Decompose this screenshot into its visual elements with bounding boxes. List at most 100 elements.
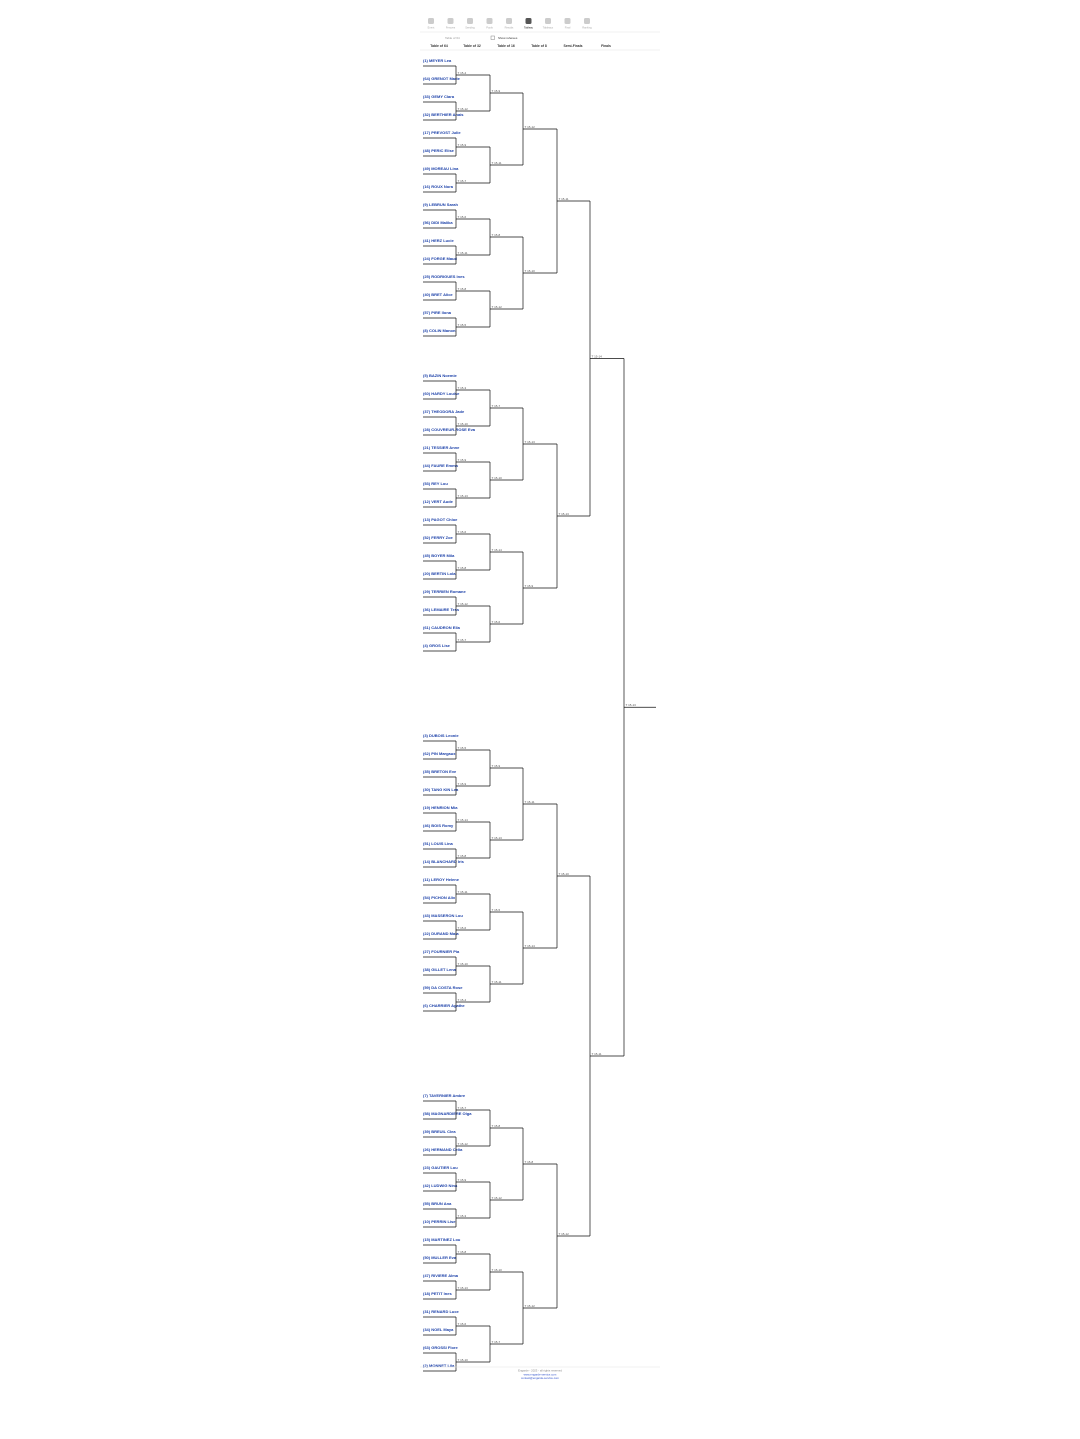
fencer[interactable]: (34) NOEL Maya (423, 1327, 454, 1332)
bout-result: T 15-8 (458, 1250, 467, 1254)
nav-icon[interactable] (506, 18, 512, 24)
bout-result: T 15-4 (458, 998, 467, 1002)
fencer[interactable]: (13) PAGOT Chloe (423, 517, 458, 522)
column-header: Table of 32 (463, 44, 481, 48)
fencer[interactable]: (43) MASSERON Lou (423, 913, 463, 918)
fencer[interactable]: (58) MAGNARDIERE Olga (423, 1111, 472, 1116)
nav-label[interactable]: Results (505, 26, 514, 30)
fencer[interactable]: (17) PREVOST Julie (423, 130, 461, 135)
fencer[interactable]: (35) BRETON Eve (423, 769, 457, 774)
fencer[interactable]: (45) BOYER Mila (423, 553, 455, 558)
bout-result: T 15-8 (458, 854, 467, 858)
nav-icon[interactable] (564, 18, 571, 24)
fencer[interactable]: (64) GRENOT Marie (423, 76, 461, 81)
fencer[interactable]: (42) LUDWIG Nina (423, 1183, 458, 1188)
nav-icon[interactable] (428, 18, 434, 24)
fencer[interactable]: (1) MEYER Lea (423, 58, 452, 63)
fencer[interactable]: (29) TERRIEN Romane (423, 589, 466, 594)
nav-label[interactable]: Final (565, 26, 571, 30)
select[interactable]: Table of 64 (445, 36, 460, 40)
fencer[interactable]: (31) RENARD Luce (423, 1309, 460, 1314)
fencer[interactable]: (11) LEROY Helene (423, 877, 460, 882)
nav-label[interactable]: Fencers (446, 26, 456, 30)
fencer[interactable]: (14) BLANCHARD Iris (423, 859, 465, 864)
fencer[interactable]: (27) FOURNIER Pia (423, 949, 460, 954)
nav-label[interactable]: Pools (486, 26, 493, 30)
fencer[interactable]: (59) DA COSTA Rose (423, 985, 463, 990)
nav-icon[interactable] (584, 18, 590, 24)
fencer[interactable]: (50) MULLER Eva (423, 1255, 457, 1260)
fencer[interactable]: (44) FAURE Emma (423, 463, 459, 468)
fencer[interactable]: (48) PERIC Elise (423, 148, 455, 153)
fencer[interactable]: (32) BERTHIER Anais (423, 112, 464, 117)
bout-result: T 15-10 (492, 1268, 503, 1272)
fencer[interactable]: (51) LOUIS Lina (423, 841, 454, 846)
fencer[interactable]: (53) REY Lou (423, 481, 448, 486)
bout-result: T 15-11 (592, 1052, 602, 1056)
fencer[interactable]: (56) DIDI Malika (423, 220, 453, 225)
footer-line[interactable]: contact@engarde-service.com (521, 1376, 560, 1380)
fencer[interactable]: (20) BERTIN Lola (423, 571, 456, 576)
fencer[interactable]: (55) BRUN Ana (423, 1201, 452, 1206)
fencer[interactable]: (26) HERMAND Celia (423, 1147, 463, 1152)
nav-icon[interactable] (545, 18, 551, 24)
fencer[interactable]: (46) BOIS Romy (423, 823, 454, 828)
fencer[interactable]: (38) GILLET Lena (423, 967, 457, 972)
fencer[interactable]: (4) GROS Lise (423, 643, 451, 648)
fencer[interactable]: (15) MARTINEZ Lou (423, 1237, 461, 1242)
footer-line[interactable]: www.engarde-service.com (524, 1372, 557, 1376)
fencer[interactable]: (39) BREUIL Clea (423, 1129, 456, 1134)
fencer[interactable]: (62) PIN Margaux (423, 751, 456, 756)
nav-label[interactable]: Ranking (582, 26, 592, 30)
bout-result: T 15-9 (458, 1178, 467, 1182)
fencer[interactable]: (9) LEBRUN Sarah (423, 202, 458, 207)
fencer[interactable]: (23) GAUTIER Lou (423, 1165, 458, 1170)
fencer[interactable]: (54) PICHON Alix (423, 895, 456, 900)
fencer[interactable]: (24) FORGE Maud (423, 256, 458, 261)
fencer[interactable]: (33) GEMY Clara (423, 94, 455, 99)
bout-result: T 15-12 (559, 1232, 570, 1236)
fencer[interactable]: (16) ROUX Nora (423, 184, 454, 189)
fencer[interactable]: (30) TANG KIN Lea (423, 787, 459, 792)
nav-label[interactable]: Tableaux (543, 26, 554, 30)
fencer[interactable]: (37) THEODORA Jade (423, 409, 465, 414)
nav-icon[interactable] (447, 18, 454, 24)
nav-icon[interactable] (486, 18, 493, 24)
fencer[interactable]: (52) FERRY Zoe (423, 535, 454, 540)
bout-result: T 15-10 (458, 1358, 469, 1362)
nav-label[interactable]: Event (428, 26, 435, 30)
fencer[interactable]: (57) PIRE Ilona (423, 310, 452, 315)
fencer[interactable]: (12) VERT Aude (423, 499, 454, 504)
fencer[interactable]: (60) HARDY Louise (423, 391, 460, 396)
fencer[interactable]: (61) CAUDRON Ella (423, 625, 461, 630)
fencer[interactable]: (63) GROSSI Flore (423, 1345, 458, 1350)
nav-icon[interactable] (467, 18, 473, 24)
fencer[interactable]: (28) COUVREUR-ROSE Eva (423, 427, 476, 432)
bout-result: T 15-12 (525, 125, 536, 129)
fencer[interactable]: (47) RIVIERE Alma (423, 1273, 459, 1278)
fencer[interactable]: (22) DURAND Maia (423, 931, 459, 936)
bout-result: T 15-14 (592, 354, 603, 358)
fencer[interactable]: (8) COLIN Manon (423, 328, 456, 333)
fencer[interactable]: (36) LEMAIRE Tess (423, 607, 460, 612)
fencer[interactable]: (7) TAVERNIER Ambre (423, 1093, 466, 1098)
nav-label[interactable]: Tableau (524, 26, 534, 30)
fencer[interactable]: (49) MOREAU Lina (423, 166, 459, 171)
fencer[interactable]: (40) BRET Alice (423, 292, 453, 297)
fencer[interactable]: (2) MONNET Lila (423, 1363, 455, 1368)
bout-result: T 15-14 (525, 944, 536, 948)
fencer[interactable]: (21) TESSIER Anne (423, 445, 460, 450)
fencer[interactable]: (19) HENRION Mia (423, 805, 458, 810)
fencer[interactable]: (41) HERZ Lucie (423, 238, 454, 243)
nav-icon[interactable] (525, 18, 532, 24)
nav-label[interactable]: Seeding (465, 26, 475, 30)
fencer[interactable]: (25) RODRIGUES Ines (423, 274, 465, 279)
fencer[interactable]: (10) PERRIN Lise (423, 1219, 456, 1224)
fencer[interactable]: (3) DUBOIS Leonie (423, 733, 459, 738)
checkbox[interactable] (490, 35, 495, 40)
fencer[interactable]: (5) BAZIN Noemie (423, 373, 458, 378)
bout-result: T 15-7 (458, 1106, 467, 1110)
fencer[interactable]: (6) CHARRIER Agathe (423, 1003, 465, 1008)
fencer[interactable]: (18) PETIT Ines (423, 1291, 452, 1296)
